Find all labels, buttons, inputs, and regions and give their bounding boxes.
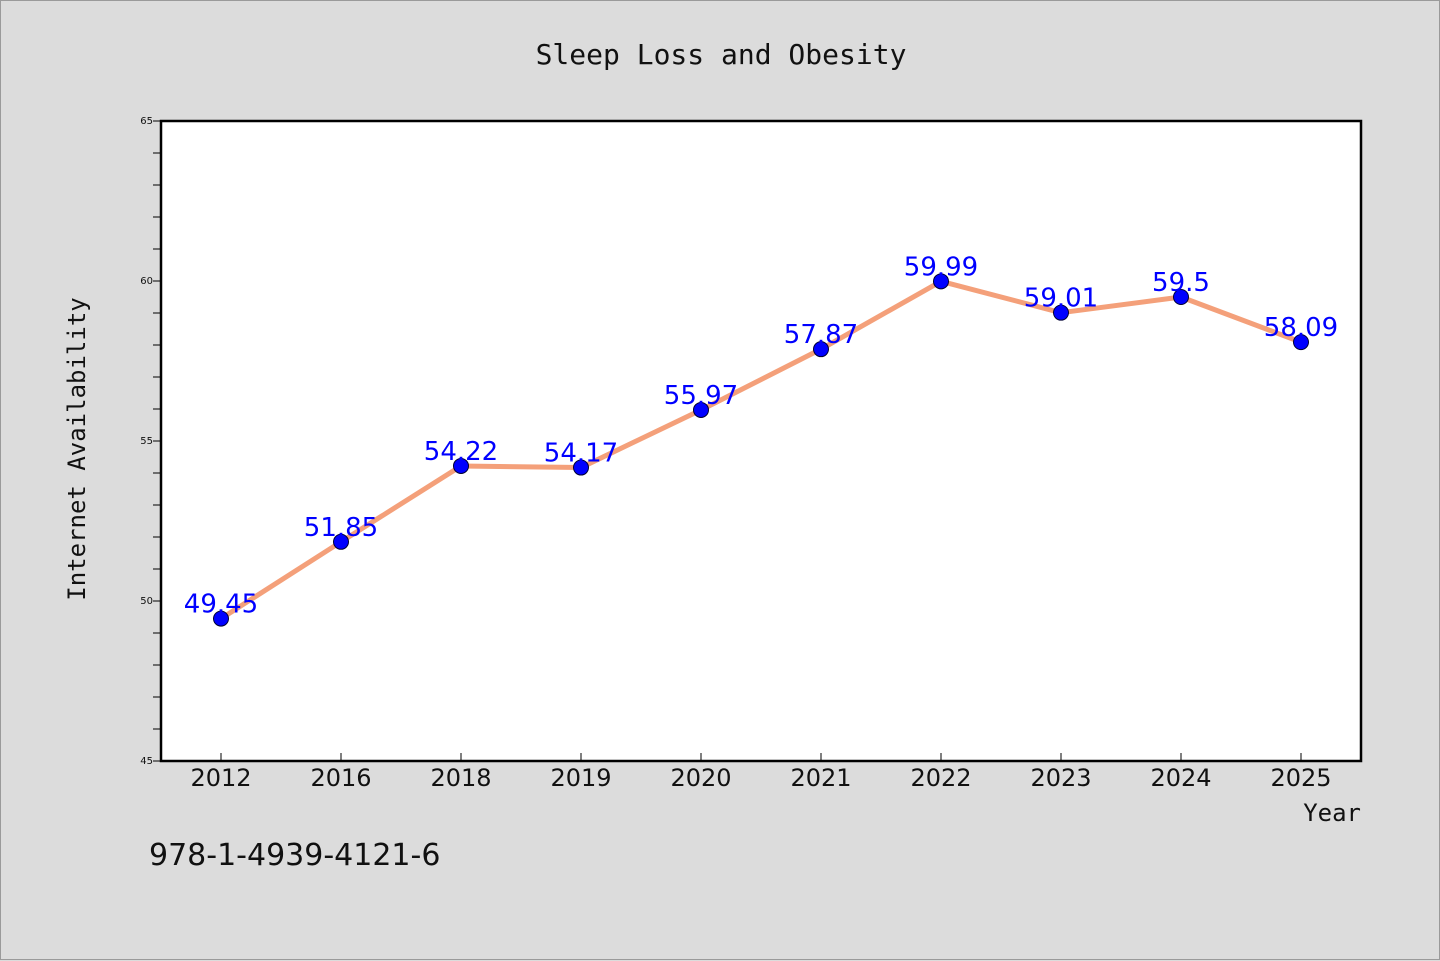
y-axis: 45 50 55 60 65 bbox=[140, 116, 161, 767]
x-tick-label: 2024 bbox=[1150, 764, 1211, 792]
data-point bbox=[573, 459, 589, 476]
data-point bbox=[1293, 334, 1309, 351]
x-tick-label: 2019 bbox=[550, 764, 611, 792]
data-point bbox=[213, 610, 229, 627]
x-axis: 2012 2016 2018 2019 2020 2021 2022 2023 2024 2025 bbox=[190, 753, 1332, 792]
x-axis-label: Year bbox=[1303, 799, 1361, 827]
y-tick-label: 60 bbox=[140, 276, 153, 287]
data-point bbox=[933, 273, 949, 290]
y-axis-label: Internet Availability bbox=[63, 297, 91, 600]
data-label: 58.09 bbox=[1264, 313, 1338, 343]
data-label: 59.99 bbox=[904, 252, 978, 282]
data-markers bbox=[213, 273, 1309, 627]
data-point bbox=[333, 533, 349, 550]
data-point bbox=[453, 457, 469, 474]
data-label: 54.22 bbox=[424, 437, 498, 467]
data-point bbox=[693, 401, 709, 418]
x-tick-label: 2012 bbox=[190, 764, 251, 792]
data-label: 59.01 bbox=[1024, 284, 1098, 314]
data-label: 59.5 bbox=[1152, 268, 1210, 298]
isbn-caption: 978-1-4939-4121-6 bbox=[149, 838, 440, 873]
data-labels: 49.45 51.85 54.22 54.17 55.97 57.87 59.99 59.01… bbox=[184, 252, 1338, 619]
chart-title: Sleep Loss and Obesity bbox=[536, 38, 907, 71]
y-tick-label: 55 bbox=[140, 436, 153, 447]
x-tick-label: 2021 bbox=[790, 764, 851, 792]
y-tick-label: 50 bbox=[140, 596, 153, 607]
data-label: 55.97 bbox=[664, 381, 738, 411]
data-point bbox=[1053, 304, 1069, 321]
x-tick-label: 2023 bbox=[1030, 764, 1091, 792]
data-label: 54.17 bbox=[544, 439, 618, 469]
data-label: 57.87 bbox=[784, 320, 858, 350]
data-label: 49.45 bbox=[184, 590, 258, 620]
plot-area bbox=[159, 119, 1363, 763]
data-point bbox=[1173, 289, 1189, 305]
data-point bbox=[813, 341, 829, 358]
x-tick-label: 2016 bbox=[310, 764, 371, 792]
series-line bbox=[219, 278, 1302, 621]
x-tick-label: 2020 bbox=[670, 764, 731, 792]
x-tick-label: 2022 bbox=[910, 764, 971, 792]
data-label: 51.85 bbox=[304, 513, 378, 543]
x-tick-label: 2025 bbox=[1270, 764, 1331, 792]
x-tick-label: 2018 bbox=[430, 764, 491, 792]
y-tick-label: 65 bbox=[140, 116, 153, 127]
y-tick-label: 45 bbox=[140, 756, 153, 767]
